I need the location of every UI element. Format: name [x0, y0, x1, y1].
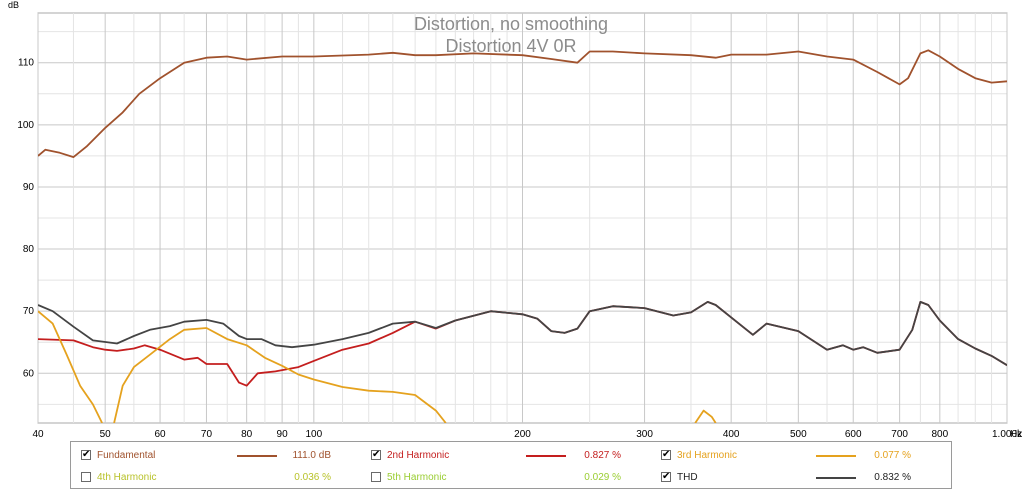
y-tick-label: 110: [18, 58, 34, 69]
legend-value: 111.0 dB: [292, 450, 331, 461]
series-lines: [38, 49, 1007, 423]
series-line-thd: [38, 301, 1007, 366]
legend: ✔ Fundamental 111.0 dB ✔ 2nd Harmonic 0.…: [70, 441, 952, 489]
x-tick-label: 500: [790, 429, 807, 440]
x-tick-label: 60: [154, 429, 166, 440]
x-tick-label: 1.000k: [992, 429, 1023, 440]
series-line-3rd-harmonic: [38, 310, 717, 423]
y-tick-label: 100: [17, 120, 34, 131]
y-tick-label: 90: [23, 182, 35, 193]
legend-swatch: [816, 455, 856, 457]
x-tick-label: 800: [931, 429, 948, 440]
x-axis-unit: Hz: [1010, 429, 1022, 440]
legend-checkbox[interactable]: ✔: [661, 449, 671, 460]
legend-value: 0.832 %: [874, 472, 911, 483]
legend-checkbox[interactable]: [371, 472, 381, 482]
legend-swatch: [526, 455, 566, 457]
legend-checkbox[interactable]: ✔: [661, 471, 671, 482]
x-tick-label: 80: [241, 429, 253, 440]
x-tick-label: 90: [277, 429, 289, 440]
legend-swatch: [816, 477, 856, 479]
legend-checkbox[interactable]: [81, 472, 91, 482]
x-tick-label: 100: [305, 429, 322, 440]
y-tick-label: 60: [23, 368, 35, 379]
x-tick-labels: 40 50 60 70 80 90 100 200 300 400 500 600 700 800 1.00…: [32, 429, 1023, 440]
legend-checkbox[interactable]: ✔: [81, 449, 91, 460]
y-tick-label: 70: [23, 306, 35, 317]
chart-subtitle: Distortion 4V 0R: [445, 36, 576, 56]
legend-value: 0.029 %: [584, 472, 621, 483]
legend-checkbox[interactable]: ✔: [371, 449, 381, 460]
legend-value: 0.077 %: [874, 450, 911, 461]
chart-title: Distortion, no smoothing: [414, 14, 608, 34]
x-tick-label: 600: [845, 429, 862, 440]
x-tick-label: 700: [891, 429, 908, 440]
legend-label: 4th Harmonic: [97, 472, 157, 483]
legend-label: THD: [677, 472, 698, 483]
x-tick-label: 50: [100, 429, 112, 440]
legend-label: Fundamental: [97, 450, 156, 461]
legend-value: 0.827 %: [584, 450, 621, 461]
legend-swatch: [237, 455, 277, 457]
x-tick-label: 40: [32, 429, 44, 440]
x-tick-label: 70: [201, 429, 213, 440]
x-tick-label: 400: [723, 429, 740, 440]
legend-value: 0.036 %: [294, 472, 331, 483]
x-tick-label: 300: [636, 429, 653, 440]
x-tick-label: 200: [514, 429, 531, 440]
grid-lines: [37, 13, 1008, 423]
y-tick-label: 80: [23, 244, 35, 255]
legend-label: 2nd Harmonic: [387, 450, 450, 461]
series-line-fundamental: [38, 49, 1007, 158]
legend-label: 3rd Harmonic: [677, 450, 738, 461]
y-tick-labels: 60 70 80 90 100 110: [17, 58, 34, 380]
y-axis-label: dB: [8, 0, 19, 10]
distortion-chart: 60 70 80 90 100 110 40 50 60 70 80 90 100 200 300 400 5…: [8, 0, 1023, 440]
legend-label: 5th Harmonic: [387, 472, 447, 483]
